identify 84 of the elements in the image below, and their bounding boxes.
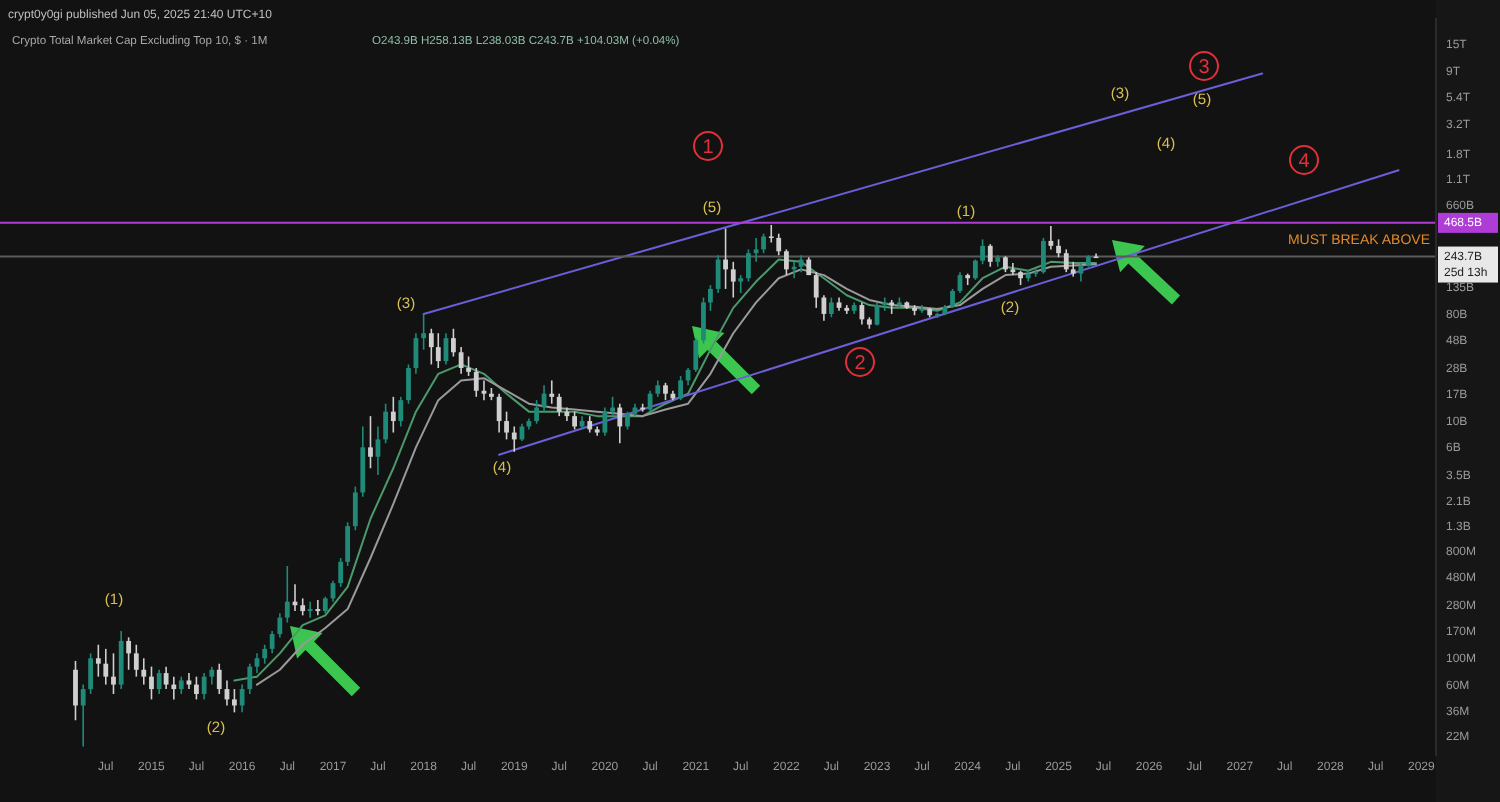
candlestick [723, 227, 728, 290]
candlestick [118, 630, 124, 690]
candlestick [556, 392, 562, 417]
candlestick [708, 284, 713, 312]
candlestick [828, 296, 834, 319]
candlestick [972, 258, 978, 281]
candlestick [421, 313, 427, 351]
candlestick [390, 396, 396, 434]
candlestick [701, 296, 706, 345]
annotation: 1 [702, 137, 715, 159]
candlestick [352, 485, 358, 532]
candlestick [163, 665, 169, 690]
candlestick [1078, 262, 1084, 283]
candlestick [511, 425, 517, 453]
candlestick [368, 415, 373, 470]
candlestick [466, 355, 471, 377]
candlestick [95, 643, 101, 678]
candlestick [232, 688, 237, 714]
candlestick [1063, 248, 1069, 273]
candlestick [602, 406, 608, 437]
candlestick [262, 643, 268, 665]
candlestick [738, 274, 744, 294]
candlestick [496, 392, 502, 434]
candlestick [678, 375, 684, 401]
candlestick [126, 636, 132, 671]
candlestick [784, 248, 789, 276]
candlestick [980, 238, 985, 266]
candlestick [247, 662, 253, 695]
candlestick [768, 224, 774, 244]
candlestick [1033, 267, 1039, 278]
candlestick [458, 346, 464, 375]
candlestick [254, 652, 260, 674]
candlestick [534, 399, 540, 425]
candlestick [406, 363, 411, 405]
annotation: 2 [854, 353, 867, 375]
candlestick [693, 337, 699, 373]
candlestick [73, 660, 78, 722]
candlestick [813, 271, 819, 309]
candlestick [859, 301, 865, 326]
candlestick [435, 332, 441, 369]
candlestick [610, 396, 615, 417]
candlestick [284, 565, 290, 624]
candlestick [315, 599, 321, 617]
candlestick [201, 672, 207, 701]
candlestick [1048, 225, 1054, 251]
candlestick [1041, 237, 1046, 275]
candlestick [360, 425, 366, 498]
candlestick [761, 232, 766, 255]
candlestick [269, 630, 275, 655]
candlestick [715, 254, 721, 294]
candlestick [345, 521, 351, 567]
candlestick [398, 396, 404, 428]
candlestick [428, 327, 434, 366]
candlestick [216, 662, 222, 695]
candlestick [133, 643, 139, 678]
candlestick [156, 668, 162, 695]
candlestick [80, 683, 86, 748]
candlestick [617, 402, 623, 445]
candlestick [987, 243, 993, 268]
candlestick [473, 367, 479, 398]
candlestick [141, 657, 147, 686]
candlestick [194, 675, 199, 701]
candlestick [88, 652, 94, 695]
candlestick [338, 557, 344, 588]
candlestick [746, 248, 751, 283]
candlestick [451, 327, 456, 358]
candlestick [950, 288, 955, 309]
candlestick [753, 237, 759, 263]
candlestick [149, 665, 154, 701]
candlestick [776, 232, 782, 257]
candlestick [307, 600, 313, 619]
candlestick [383, 402, 389, 445]
candlestick [277, 612, 283, 639]
candlestick [882, 296, 888, 312]
candlestick [111, 652, 116, 695]
candlestick [549, 379, 555, 405]
candlestick [103, 648, 109, 686]
candlestick [504, 410, 509, 441]
candlestick [171, 675, 177, 701]
annotation: 3 [1198, 57, 1211, 79]
candlestick [239, 683, 245, 714]
candlestick [1010, 262, 1016, 276]
annotation: 4 [1298, 151, 1311, 173]
candlestick [730, 261, 736, 299]
